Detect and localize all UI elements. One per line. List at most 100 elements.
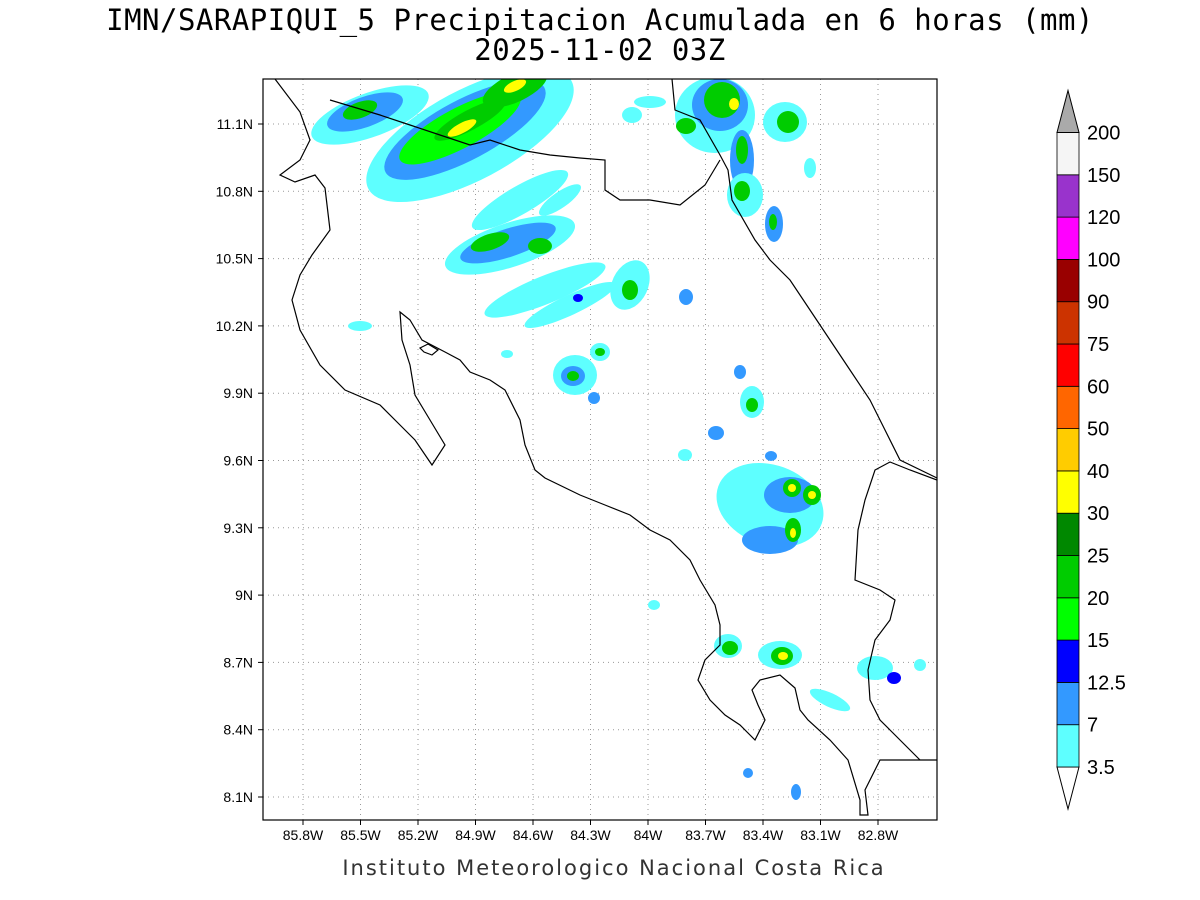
island-outline xyxy=(418,343,440,356)
colorbar-label: 20 xyxy=(1087,588,1109,610)
x-tick-label: 84.9W xyxy=(455,827,496,843)
precip-blob xyxy=(573,294,583,302)
precip-blob xyxy=(914,659,926,671)
colorbar-label: 12.5 xyxy=(1087,672,1126,694)
colorbar-swatch xyxy=(1056,385,1080,429)
y-tick-label: 10.8N xyxy=(216,183,253,199)
x-tick-label: 83.1W xyxy=(800,827,841,843)
y-tick-label: 8.4N xyxy=(223,722,253,738)
colorbar-over-triangle xyxy=(1056,88,1080,133)
precip-blob xyxy=(887,672,901,684)
colorbar-swatch xyxy=(1056,555,1080,599)
colorbar-label: 40 xyxy=(1087,461,1109,483)
precip-blob xyxy=(791,784,801,800)
precip-blob xyxy=(679,289,693,305)
precip-blob xyxy=(678,449,692,461)
y-tick-label: 10.5N xyxy=(216,251,253,267)
precip-blob xyxy=(470,232,510,252)
footer-credit: Instituto Meteorologico Nacional Costa R… xyxy=(342,856,886,880)
precip-blob xyxy=(447,119,477,137)
colorbar-label: 30 xyxy=(1087,503,1109,525)
map-frame xyxy=(262,78,938,821)
coastlines xyxy=(274,79,937,816)
x-tick-label: 84.6W xyxy=(513,827,554,843)
precip-blob xyxy=(790,528,796,538)
precip-blob xyxy=(788,484,796,492)
precip-blob xyxy=(471,169,569,231)
colorbar-label: 3.5 xyxy=(1087,757,1115,779)
pacific-coastline xyxy=(274,79,937,816)
colorbar-swatch xyxy=(1056,639,1080,683)
y-tick-label: 11.1N xyxy=(217,116,253,132)
precip-blob xyxy=(503,79,527,93)
precip-blob xyxy=(742,526,798,554)
x-tick-label: 83.4W xyxy=(743,827,784,843)
y-tick-label: 9N xyxy=(235,587,253,603)
colorbar-legend: 3.5 7 12.5 15 20 25 30 40 50 60 75 90 100 120 150 200 xyxy=(1056,88,1126,811)
y-tick-label: 9.9N xyxy=(223,385,253,401)
colorbar-label: 100 xyxy=(1087,249,1120,271)
precip-blob xyxy=(567,371,579,381)
longitude-axis: 85.8W 85.5W 85.2W 84.9W 84.6W 84.3W 84W 83.7W 83… xyxy=(283,820,899,843)
x-tick-label: 85.2W xyxy=(398,827,439,843)
precip-blob xyxy=(808,491,816,499)
precip-blob xyxy=(634,96,666,108)
colorbar-swatch xyxy=(1056,216,1080,260)
colorbar-swatch xyxy=(1056,470,1080,514)
y-tick-label: 8.7N xyxy=(223,654,253,670)
precip-blob xyxy=(501,350,513,358)
precip-blob xyxy=(648,600,660,610)
colorbar-swatch xyxy=(1056,682,1080,726)
precip-blob xyxy=(778,652,788,660)
precip-blob xyxy=(588,392,600,404)
map-title: IMN/SARAPIQUI_5 Precipitacion Acumulada … xyxy=(106,3,1094,37)
x-tick-label: 83.7W xyxy=(685,827,726,843)
colorbar-label: 15 xyxy=(1087,630,1109,652)
map-valid-time: 2025-11-02 03Z xyxy=(474,33,726,67)
precip-blob xyxy=(622,280,638,300)
precip-blob xyxy=(722,641,738,655)
colorbar-swatch xyxy=(1056,597,1080,641)
x-tick-label: 85.8W xyxy=(283,827,324,843)
precip-blob xyxy=(460,222,556,264)
precip-blob xyxy=(777,111,799,133)
precip-blob xyxy=(348,321,372,331)
y-tick-label: 10.2N xyxy=(216,318,253,334)
colorbar-label: 150 xyxy=(1087,165,1120,187)
precip-blob xyxy=(765,451,777,461)
colorbar-swatch xyxy=(1056,174,1080,218)
precip-blob xyxy=(676,118,696,134)
precip-blob xyxy=(734,181,750,201)
precip-blob xyxy=(809,688,851,712)
y-tick-label: 9.6N xyxy=(223,453,253,469)
precip-blob xyxy=(804,158,816,178)
grid-lines xyxy=(263,79,937,820)
precip-blob xyxy=(857,656,893,680)
precip-blob xyxy=(528,238,552,254)
x-tick-label: 84.3W xyxy=(570,827,611,843)
x-tick-label: 85.5W xyxy=(340,827,381,843)
colorbar-swatch xyxy=(1056,132,1080,176)
precip-blob xyxy=(769,214,777,230)
caribbean-coastline xyxy=(671,79,937,479)
colorbar-label: 120 xyxy=(1087,207,1120,229)
precip-blob xyxy=(734,365,746,379)
precip-blob xyxy=(736,136,748,164)
precip-blob xyxy=(622,107,642,123)
colorbar-label: 7 xyxy=(1087,715,1098,737)
colorbar-swatch xyxy=(1056,724,1080,768)
x-tick-label: 82.8W xyxy=(858,827,899,843)
colorbar-label: 25 xyxy=(1087,546,1109,568)
colorbar-label: 60 xyxy=(1087,376,1109,398)
precip-blob xyxy=(746,398,758,412)
latitude-axis: 11.1N 10.8N 10.5N 10.2N 9.9N 9.6N 9.3N 9N 8.7N 8.… xyxy=(216,116,263,805)
precip-blob xyxy=(708,426,724,440)
y-tick-label: 8.1N xyxy=(223,789,253,805)
precip-blob xyxy=(524,282,616,328)
colorbar-swatch xyxy=(1056,428,1080,472)
colorbar-swatch xyxy=(1056,258,1080,303)
colorbar-swatch xyxy=(1056,301,1080,345)
colorbar-swatch xyxy=(1056,512,1080,556)
precip-layer xyxy=(311,79,926,800)
